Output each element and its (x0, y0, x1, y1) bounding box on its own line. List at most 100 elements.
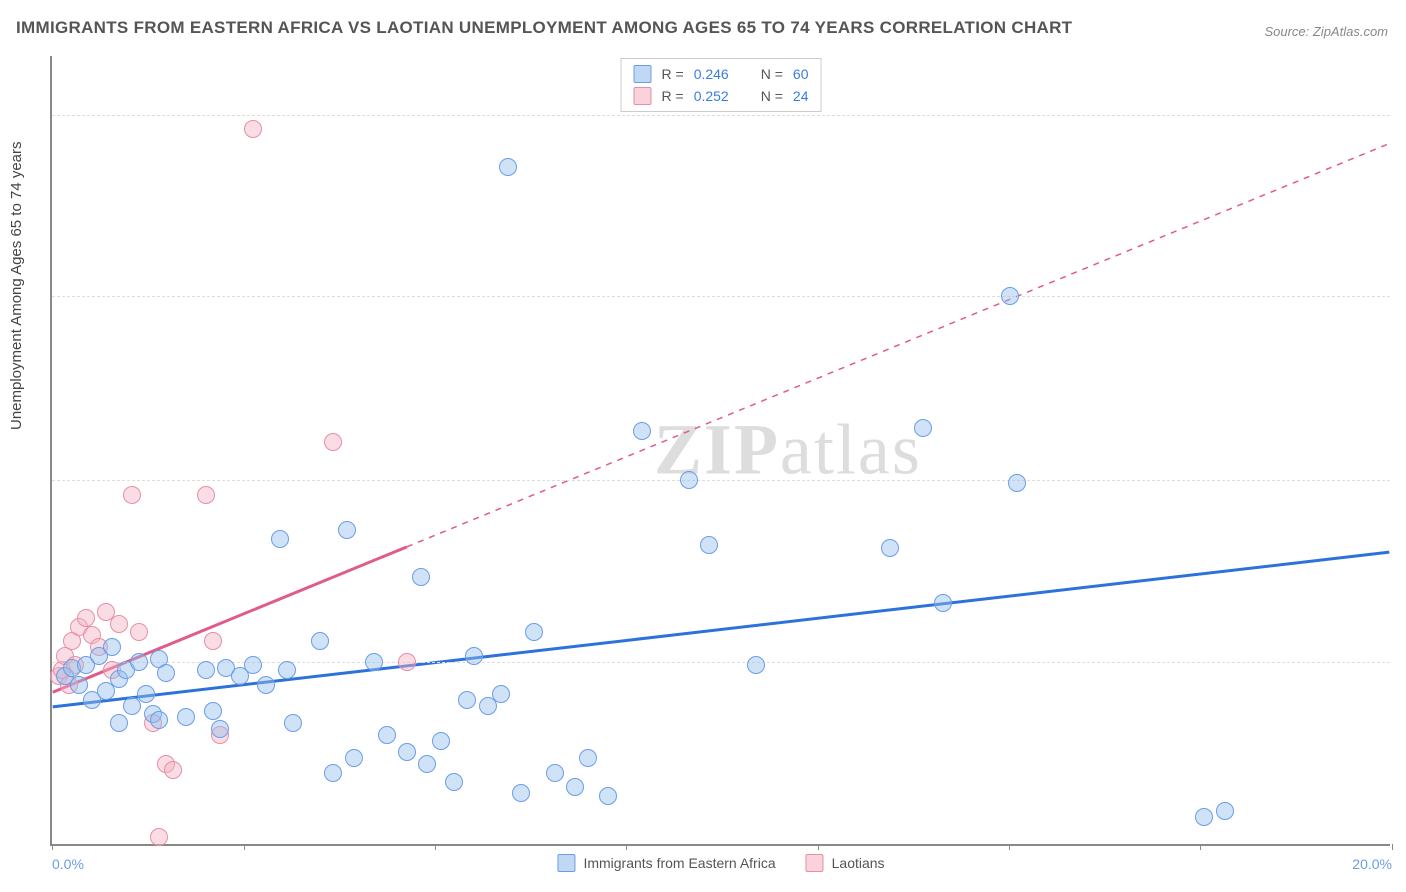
data-point-blue (432, 732, 450, 750)
data-point-pink (197, 486, 215, 504)
legend-swatch-blue (557, 854, 575, 872)
data-point-blue (747, 656, 765, 674)
data-point-blue (311, 632, 329, 650)
data-point-pink (123, 486, 141, 504)
y-tick-label: 6.3% (1395, 654, 1406, 670)
data-point-pink (150, 828, 168, 846)
data-point-blue (150, 711, 168, 729)
plot-area: ZIPatlas R = 0.246 N = 60 R = 0.252 N = … (50, 56, 1390, 846)
data-point-blue (110, 714, 128, 732)
legend-swatch-pink (634, 87, 652, 105)
y-tick-label: 12.5% (1395, 472, 1406, 488)
data-point-blue (700, 536, 718, 554)
legend-swatch-blue (634, 65, 652, 83)
legend-correlation: R = 0.246 N = 60 R = 0.252 N = 24 (621, 58, 822, 112)
data-point-blue (284, 714, 302, 732)
legend-series-label: Immigrants from Eastern Africa (583, 855, 775, 871)
data-point-blue (566, 778, 584, 796)
data-point-pink (110, 615, 128, 633)
data-point-blue (130, 653, 148, 671)
legend-r-label: R = (662, 85, 684, 107)
data-point-blue (137, 685, 155, 703)
data-point-blue (271, 530, 289, 548)
x-tick-mark (1200, 844, 1201, 850)
x-tick-mark (244, 844, 245, 850)
data-point-blue (418, 755, 436, 773)
data-point-blue (881, 539, 899, 557)
legend-r-label: R = (662, 63, 684, 85)
x-tick-label: 0.0% (52, 856, 84, 872)
trend-line (407, 144, 1389, 547)
data-point-blue (338, 521, 356, 539)
legend-series-item: Laotians (806, 854, 885, 872)
x-tick-label: 20.0% (1352, 856, 1392, 872)
data-point-blue (324, 764, 342, 782)
data-point-pink (130, 623, 148, 641)
legend-series: Immigrants from Eastern Africa Laotians (557, 854, 884, 872)
legend-swatch-pink (806, 854, 824, 872)
data-point-blue (278, 661, 296, 679)
data-point-pink (398, 653, 416, 671)
data-point-blue (499, 158, 517, 176)
legend-r-value: 0.252 (694, 85, 729, 107)
legend-series-label: Laotians (832, 855, 885, 871)
data-point-blue (445, 773, 463, 791)
data-point-blue (197, 661, 215, 679)
trend-lines-layer (52, 56, 1390, 844)
data-point-blue (398, 743, 416, 761)
data-point-blue (211, 720, 229, 738)
data-point-blue (680, 471, 698, 489)
data-point-blue (177, 708, 195, 726)
data-point-blue (458, 691, 476, 709)
legend-n-label: N = (761, 63, 783, 85)
legend-n-value: 24 (793, 85, 809, 107)
data-point-blue (465, 647, 483, 665)
data-point-blue (599, 787, 617, 805)
x-tick-mark (1009, 844, 1010, 850)
gridline-horizontal (52, 115, 1390, 116)
chart-title: IMMIGRANTS FROM EASTERN AFRICA VS LAOTIA… (16, 18, 1072, 38)
x-tick-mark (1392, 844, 1393, 850)
source-label: Source: ZipAtlas.com (1264, 24, 1388, 39)
x-tick-mark (818, 844, 819, 850)
x-tick-mark (435, 844, 436, 850)
data-point-blue (103, 638, 121, 656)
data-point-blue (157, 664, 175, 682)
data-point-blue (633, 422, 651, 440)
data-point-blue (70, 676, 88, 694)
data-point-pink (244, 120, 262, 138)
legend-n-value: 60 (793, 63, 809, 85)
data-point-blue (257, 676, 275, 694)
data-point-blue (525, 623, 543, 641)
data-point-blue (378, 726, 396, 744)
legend-series-item: Immigrants from Eastern Africa (557, 854, 775, 872)
legend-n-label: N = (761, 85, 783, 107)
data-point-blue (1001, 287, 1019, 305)
y-tick-label: 25.0% (1395, 107, 1406, 123)
data-point-blue (934, 594, 952, 612)
y-axis-label: Unemployment Among Ages 65 to 74 years (8, 141, 25, 430)
data-point-blue (492, 685, 510, 703)
y-tick-label: 18.8% (1395, 288, 1406, 304)
data-point-blue (365, 653, 383, 671)
data-point-blue (412, 568, 430, 586)
gridline-horizontal (52, 480, 1390, 481)
data-point-blue (345, 749, 363, 767)
data-point-blue (512, 784, 530, 802)
data-point-pink (204, 632, 222, 650)
data-point-blue (1008, 474, 1026, 492)
x-tick-mark (626, 844, 627, 850)
data-point-blue (1195, 808, 1213, 826)
legend-correlation-row: R = 0.252 N = 24 (634, 85, 809, 107)
data-point-blue (204, 702, 222, 720)
legend-correlation-row: R = 0.246 N = 60 (634, 63, 809, 85)
legend-r-value: 0.246 (694, 63, 729, 85)
x-tick-mark (52, 844, 53, 850)
data-point-blue (546, 764, 564, 782)
data-point-pink (324, 433, 342, 451)
data-point-pink (164, 761, 182, 779)
gridline-horizontal (52, 296, 1390, 297)
data-point-blue (579, 749, 597, 767)
data-point-pink (77, 609, 95, 627)
data-point-blue (914, 419, 932, 437)
